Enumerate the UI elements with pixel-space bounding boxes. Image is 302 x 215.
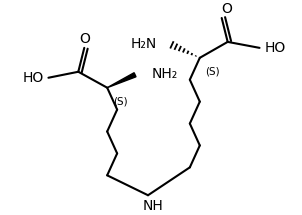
Text: (S): (S) <box>113 97 128 107</box>
Text: O: O <box>221 2 232 16</box>
Text: H₂N: H₂N <box>131 37 157 51</box>
Text: NH₂: NH₂ <box>152 67 178 81</box>
Text: O: O <box>79 32 90 46</box>
Polygon shape <box>107 73 136 88</box>
Text: HO: HO <box>265 41 286 55</box>
Text: NH: NH <box>143 199 163 213</box>
Text: (S): (S) <box>205 67 219 77</box>
Text: HO: HO <box>22 71 43 85</box>
